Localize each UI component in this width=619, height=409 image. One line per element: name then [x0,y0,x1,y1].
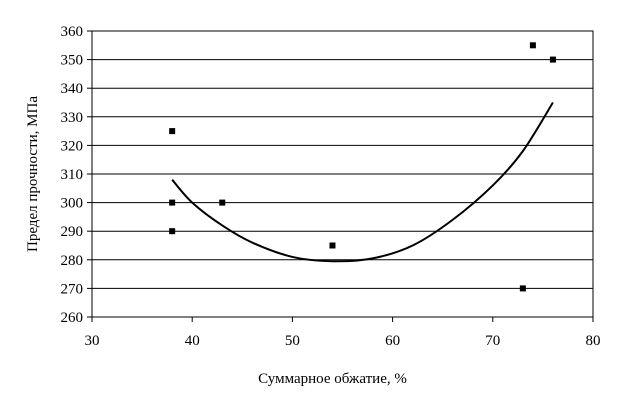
y-tick-label: 260 [61,310,84,326]
y-tick-label: 290 [61,224,84,240]
x-tick-label: 40 [185,333,200,349]
data-point [219,199,226,206]
y-tick-label: 350 [61,53,84,69]
data-point [169,199,176,206]
data-point [169,128,176,135]
x-axis-ticks: 30 40 50 60 70 80 [85,317,601,349]
x-tick-label: 80 [586,333,601,349]
y-tick-label: 300 [61,196,84,212]
data-point [329,242,336,249]
data-point [529,42,536,49]
y-axis-title: Предел прочности, МПа [25,96,41,252]
x-tick-label: 70 [485,333,500,349]
grid-layer [92,30,593,318]
data-point [519,285,526,292]
y-tick-label: 280 [61,253,84,269]
x-tick-label: 60 [385,333,400,349]
data-points [169,42,556,292]
y-axis-ticks: 260 270 280 290 300 310 320 330 340 350 360 [61,24,92,326]
data-point [549,56,556,63]
y-tick-label: 320 [61,138,84,154]
y-tick-label: 270 [61,281,84,297]
x-tick-label: 30 [85,333,100,349]
x-axis-title: Суммарное обжатие, % [258,371,407,387]
x-tick-label: 50 [285,333,300,349]
y-tick-label: 330 [61,110,84,126]
y-tick-label: 340 [61,81,84,97]
data-point [169,228,176,235]
trendline [171,101,554,263]
y-tick-label: 360 [61,24,84,40]
y-tick-label: 310 [61,167,84,183]
